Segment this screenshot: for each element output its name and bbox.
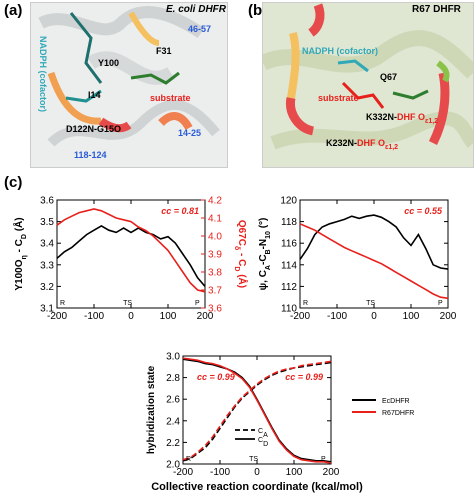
plot-2-ytick-label-2: 114 [281,260,297,271]
k232-dhf-label: DHF O [357,138,386,148]
annotation-substrate-b: substrate [318,93,359,103]
plot-3-series-R67DHFR-2 [182,360,332,461]
plot-1-series-R67DHFR-1 [56,208,206,293]
plot-2-xtick-label-3: 100 [403,311,420,322]
plot-2-ytick-label-4: 118 [281,217,297,228]
annotation-i14: I14 [88,90,101,100]
plot-3-marker-R: R [186,456,191,463]
plot-3-inner-legend-ca-label: CA [258,428,268,439]
plot-2-ytick-label-1: 112 [281,282,297,293]
annotation-nadph-b: NADPH (cofactor) [302,46,379,56]
plot-3-xtick-label-0: -200 [173,467,193,478]
plot-1-y2tick-label-6: 4.2 [208,196,222,207]
plot-3-ytick-label-5: 3.0 [166,352,180,363]
plot-1-y2tick-label-5: 4.1 [208,214,222,225]
plot-1-cc-annotation: cc = 0.81 [161,206,199,216]
plot-2-marker-P: P [438,300,443,307]
plot-2-xtick-label-0: -200 [290,311,310,322]
plot-3-xtick-label-3: 100 [286,467,303,478]
plot-1-y2tick-label-3: 3.9 [208,250,222,261]
plot-2-ylabel: ψ, CA-CB-N10 (°) [258,218,272,291]
k232-sub-label: ε1,2 [385,143,399,151]
plot-1-ytick-label-2: 3.3 [40,260,54,271]
plot-1-y2tick-label-2: 3.8 [208,268,222,279]
k232-label: K232N- [326,138,358,148]
legend-r67dhfr-label: R67DHFR [382,410,414,417]
plot-1-marker-R: R [60,300,65,307]
panel-label-c: (c) [4,174,23,191]
annotation-substrate-a: substrate [150,93,191,103]
annotation-q67: Q67 [380,72,398,82]
plot-1-y2tick-label-1: 3.7 [208,286,222,297]
plot-1-ytick-label-0: 3.1 [40,304,54,315]
plot-3-xlabel: Collective reaction coordinate (kcal/mol… [151,481,363,493]
legend-ecdhfr-label: EcDHFR [382,398,410,405]
annotation-loop-118-124: 118-124 [74,150,107,160]
protein-ribbon-b [263,3,473,150]
annotation-d122: D122N-G15O [66,124,122,134]
plot-3-xtick-label-2: 0 [254,467,260,478]
plot-2-cc-annotation: cc = 0.55 [404,206,443,216]
plot-2-ytick-label-3: 116 [281,239,297,250]
plot-3-ytick-label-3: 2.6 [166,395,180,406]
panel-b-title: R67 DHFR [412,4,461,15]
plot-1-ytick-label-5: 3.6 [40,196,54,207]
panel-label-a: (a) [4,2,23,19]
plot-2-series-EcDHFR-0 [299,214,449,270]
plot-1-y2tick-label-0: 3.6 [208,304,222,315]
plot-2-xtick-label-1: -100 [327,311,347,322]
plot-1-xtick-label-2: 0 [128,311,134,322]
annotation-k332: K332N-DHF Oε1,2 [366,112,438,125]
plot-1-ytick-label-4: 3.5 [40,217,54,228]
plot-3-ytick-label-4: 2.8 [166,373,180,384]
plot-3-xtick-label-1: -100 [210,467,230,478]
plot-1-ytick-label-1: 3.2 [40,282,54,293]
k332-dhf-label: DHF O [397,112,426,122]
protein-structure-b [262,2,474,168]
plot-3-inner-legend-cd-label: CD [258,437,268,448]
plot-3-ytick-label-2: 2.4 [166,416,180,427]
plot-3-series-EcDHFR-0 [182,361,332,462]
k332-sub-label: ε1,2 [425,117,439,125]
annotation-loop-14-25: 14-25 [178,128,202,138]
annotation-f31: F31 [156,46,172,56]
annotation-y100: Y100 [98,58,120,68]
plot-2-ytick-label-5: 120 [280,196,297,207]
annotation-loop-46-57: 46-57 [188,24,212,34]
annotation-k232: K232N-DHF Oε1,2 [326,138,398,151]
plot-3-marker-P: P [321,456,326,463]
plot-2-series-R67DHFR-1 [299,223,449,300]
protein-structure-a [30,2,228,168]
plot-3-ytick-label-1: 2.2 [166,438,180,449]
plot-3-cc-annotation-right: cc = 0.99 [285,372,323,382]
plot-2-frame [299,199,449,309]
plot-3-marker-TS: TS [249,456,258,463]
panel-a-title: E. coli DHFR [166,4,227,15]
plot-3-series-R67DHFR-3 [182,357,332,464]
plot-1-y2tick-label-4: 4.0 [208,232,222,243]
plot-1-y2label: Q67Cδ - CD (Å) [234,220,250,288]
plot-3-ytick-label-0: 2.0 [166,460,180,471]
plot-3-xtick-label-4: 200 [323,467,340,478]
plot-1-ytick-label-3: 3.4 [40,239,54,250]
plot-1-xtick-label-4: 200 [197,311,214,322]
plot-1-marker-TS: TS [123,300,132,307]
plot-3-ylabel: hybridization state [146,365,157,454]
plot-2-marker-TS: TS [366,300,375,307]
plot-2-xtick-label-2: 0 [371,311,377,322]
plot-1-ylabel: Y100Oη - CD (Å) [12,217,28,290]
plot-1-xtick-label-1: -100 [84,311,104,322]
plot-1-series-EcDHFR-0 [56,224,206,287]
protein-ribbon-a [38,6,220,147]
plot-2-marker-R: R [303,300,308,307]
plot-2-ytick-label-0: 110 [281,304,297,315]
plot-1-xtick-label-0: -200 [47,311,67,322]
plot-1-xtick-label-3: 100 [160,311,177,322]
plot-1-marker-P: P [195,300,200,307]
k332-label: K332N- [366,112,398,122]
plot-2-xtick-label-4: 200 [440,311,457,322]
plot-3-cc-annotation-left: cc = 0.99 [197,372,235,382]
